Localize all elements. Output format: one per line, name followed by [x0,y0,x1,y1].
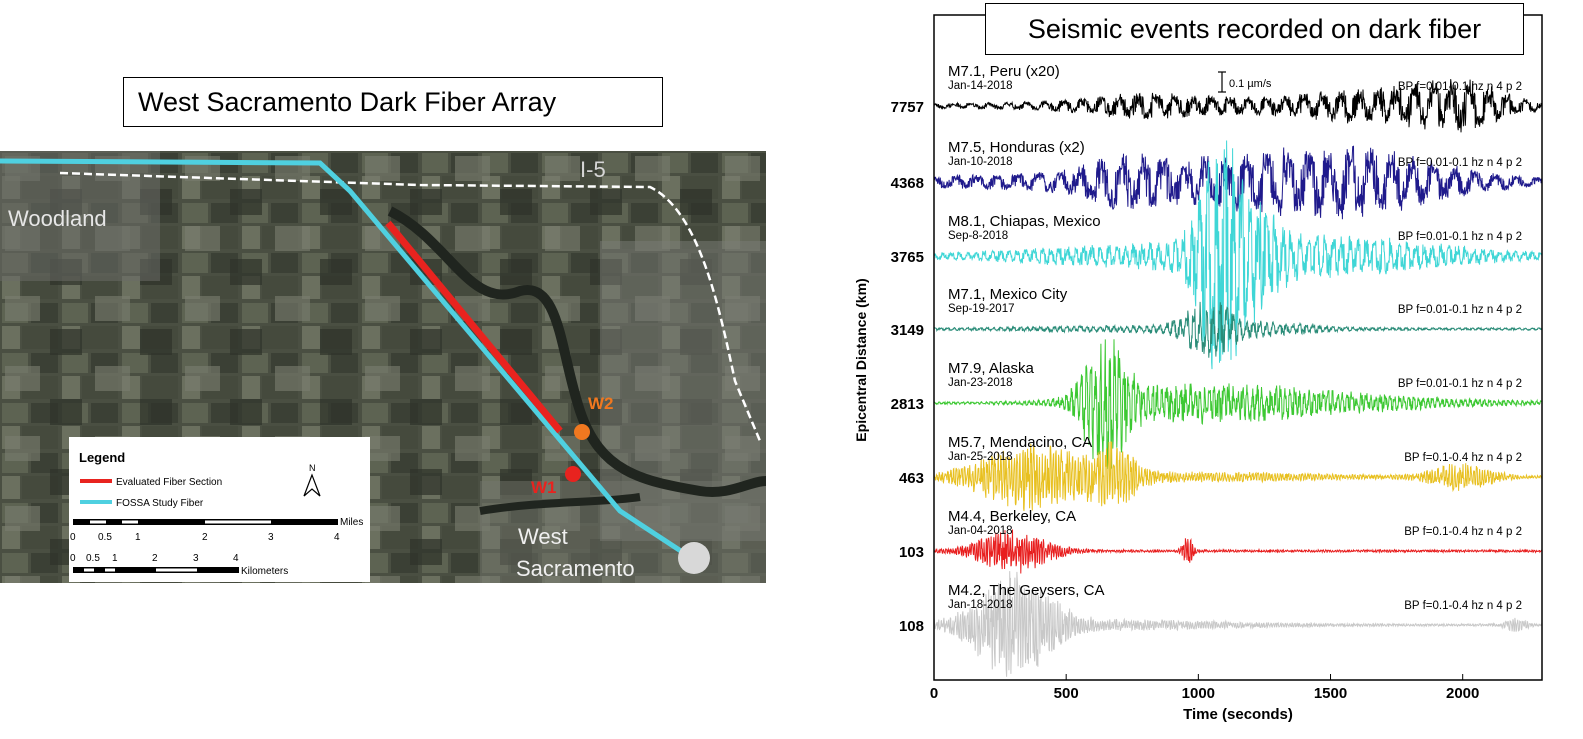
north-arrow-icon [303,473,321,497]
trace-event-label-5: M5.7, Mendacino, CA [948,434,1092,451]
place-sacramento: Sacramento [516,556,635,581]
trace-date-label-5: Jan-25-2018 [948,451,1013,463]
km-label: Kilometers [241,566,288,577]
trace-event-label-7: M4.2, The Geysers, CA [948,582,1104,599]
place-woodland: Woodland [8,206,107,231]
y-tick-label-2: 3765 [891,249,924,266]
trace-filter-label-5: BP f=0.1-0.4 hz n 4 p 2 [1404,452,1522,464]
trace-event-label-3: M7.1, Mexico City [948,286,1068,303]
trace-date-label-4: Jan-23-2018 [948,377,1013,389]
km-tick-1: 0.5 [86,553,100,564]
trace-1 [933,145,1543,220]
trace-6 [933,529,1543,574]
km-tick-4: 3 [193,553,199,564]
miles-tick-2: 1 [135,532,141,543]
x-tick-label-3: 1500 [1314,685,1347,702]
y-tick-label-1: 4368 [891,175,924,192]
trace-event-label-0: M7.1, Peru (x20) [948,63,1060,80]
chart-title: Seismic events recorded on dark fiber [985,3,1524,55]
map-title: West Sacramento Dark Fiber Array [123,77,663,127]
trace-2 [933,140,1542,370]
seismogram-chart: M7.1, Peru (x20)Jan-14-2018 BP f=0.01-0.1… [853,14,1543,723]
trace-date-label-7: Jan-18-2018 [948,599,1013,611]
place-i5: I-5 [580,157,606,182]
km-tick-2: 1 [112,553,118,564]
miles-tick-5: 4 [334,532,340,543]
north-label: N [309,463,316,473]
well-w2-marker [574,424,590,440]
miles-tick-3: 2 [202,532,208,543]
miles-label: Miles [340,517,363,528]
west-sacramento-marker [678,542,710,574]
well-w2-label: W2 [588,394,614,413]
x-tick-label-1: 500 [1054,685,1079,702]
trace-date-label-6: Jan-04-2018 [948,525,1013,537]
km-tick-0: 0 [70,553,76,564]
x-tick-label-0: 0 [930,685,938,702]
x-axis-label: Time (seconds) [1183,706,1293,723]
trace-7 [933,571,1543,677]
trace-filter-label-0: BP f=0.01-0.1 hz n 4 p 2 [1398,81,1522,93]
legend-item-fossa: FOSSA Study Fiber [116,498,204,509]
trace-filter-label-3: BP f=0.01-0.1 hz n 4 p 2 [1398,304,1522,316]
trace-event-label-6: M4.4, Berkeley, CA [948,508,1076,525]
scale-bar-label: 0.1 µm/s [1229,78,1272,90]
x-axis: 0 500 1000 1500 2000 [930,674,1479,702]
y-tick-label-6: 103 [899,544,924,561]
trace-filter-label-1: BP f=0.01-0.1 hz n 4 p 2 [1398,157,1522,169]
trace-event-label-4: M7.9, Alaska [948,360,1035,377]
well-w1-label: W1 [531,478,557,497]
legend-title: Legend [79,450,125,465]
trace-4 [933,339,1543,470]
legend-item-evaluated: Evaluated Fiber Section [116,477,222,488]
y-tick-label-0: 7757 [891,99,924,116]
amplitude-scale-bar: 0.1 µm/s [1218,71,1272,93]
place-west: West [518,524,568,549]
y-tick-label-4: 2813 [891,396,924,413]
map-legend: Legend Evaluated Fiber Section FOSSA Stu… [69,437,370,582]
y-tick-label-7: 108 [899,618,924,635]
trace-date-label-2: Sep-8-2018 [948,230,1008,242]
trace-date-label-3: Sep-19-2017 [948,303,1015,315]
y-tick-label-3: 3149 [891,322,924,339]
trace-filter-label-7: BP f=0.1-0.4 hz n 4 p 2 [1404,600,1522,612]
trace-filter-label-4: BP f=0.01-0.1 hz n 4 p 2 [1398,378,1522,390]
trace-date-label-1: Jan-10-2018 [948,156,1013,168]
trace-0 [933,79,1543,133]
y-axis-label: Epicentral Distance (km) [853,278,869,441]
trace-filter-label-2: BP f=0.01-0.1 hz n 4 p 2 [1398,231,1522,243]
trace-date-label-0: Jan-14-2018 [948,80,1013,92]
well-w1-marker [565,466,581,482]
trace-filter-label-6: BP f=0.1-0.4 hz n 4 p 2 [1404,526,1522,538]
trace-3 [933,301,1543,358]
traces-layer: M7.1, Peru (x20)Jan-14-2018 BP f=0.01-0.1… [891,63,1543,677]
x-tick-label-4: 2000 [1446,685,1479,702]
km-tick-3: 2 [152,553,158,564]
y-tick-label-5: 463 [899,470,924,487]
x-tick-label-2: 1000 [1182,685,1215,702]
trace-event-label-1: M7.5, Honduras (x2) [948,139,1085,156]
trace-event-label-2: M8.1, Chiapas, Mexico [948,213,1101,230]
km-tick-5: 4 [233,553,239,564]
satellite-map: W2 W1 Woodland I-5 West Sacramento Legen… [0,151,766,583]
miles-tick-4: 3 [268,532,274,543]
miles-tick-0: 0 [70,532,76,543]
plot-frame [933,14,1543,681]
miles-tick-1: 0.5 [98,532,112,543]
trace-5 [933,441,1543,511]
